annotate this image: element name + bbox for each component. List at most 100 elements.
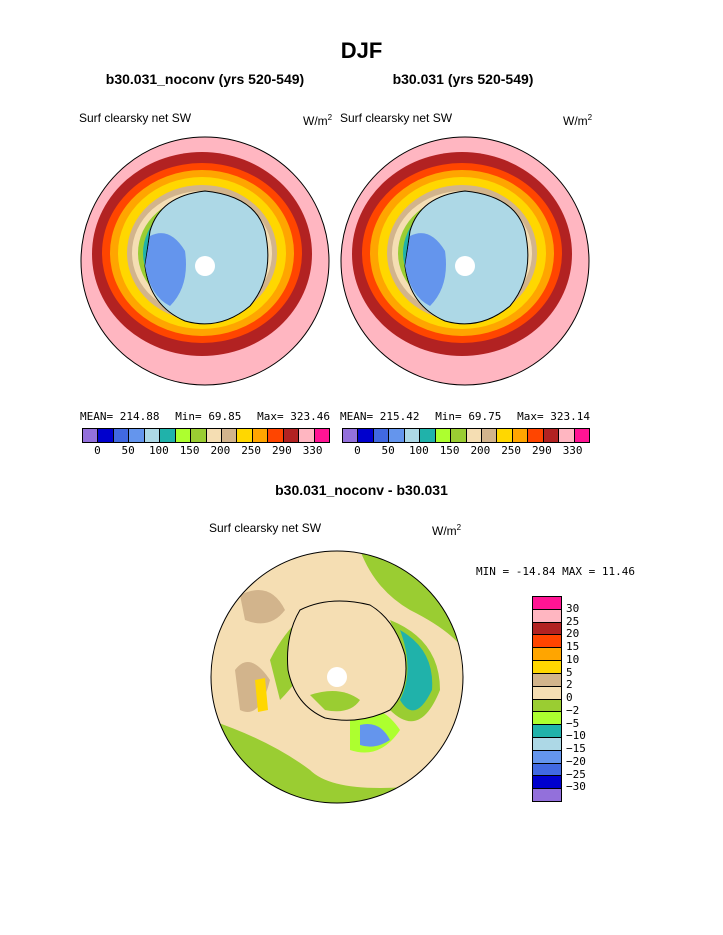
max-label: Max= — [257, 410, 284, 423]
colorbar-swatch — [237, 429, 253, 442]
colorbar-swatch — [299, 429, 315, 442]
max-value: 323.14 — [550, 410, 590, 423]
colorbar-swatch — [533, 661, 561, 674]
min-value: -14.84 — [515, 565, 556, 578]
colorbar-tick-label: 20 — [566, 627, 580, 641]
min-value: 69.75 — [468, 410, 502, 423]
panel-2-units-label: W/m2 — [563, 113, 592, 128]
panel-2-colorbar-ticks: 0 50 100 150 200 250 290 330 — [342, 444, 588, 458]
panel-1-variable-label: Surf clearsky net SW — [79, 111, 192, 125]
colorbar-swatch — [268, 429, 284, 442]
colorbar-swatch — [221, 429, 238, 442]
colorbar-tick-label: −10 — [566, 729, 586, 743]
units-base: W/m — [303, 114, 328, 128]
colorbar-swatch — [113, 429, 130, 442]
colorbar-tick-label: −15 — [566, 742, 586, 755]
mean-label: MEAN= — [80, 410, 114, 423]
colorbar-tick-label: 15 — [566, 640, 580, 653]
colorbar-swatch — [533, 763, 561, 777]
diff-colorbar — [532, 596, 562, 802]
units-exponent: 2 — [456, 523, 462, 532]
units-base: W/m — [432, 524, 457, 538]
panel-1-polar-map — [80, 136, 330, 386]
colorbar-swatch — [404, 429, 421, 442]
panel-1-stats: MEAN= 214.88 Min= 69.85 Max= 323.46 — [80, 410, 330, 423]
colorbar-swatch — [533, 673, 561, 687]
colorbar-swatch — [533, 686, 561, 700]
colorbar-swatch — [533, 712, 561, 726]
min-label: Min= — [435, 410, 462, 423]
max-value: 323.46 — [290, 410, 330, 423]
colorbar-swatch — [497, 429, 513, 442]
colorbar-tick-label: 250 — [241, 444, 262, 457]
mean-value: 215.42 — [379, 410, 420, 423]
panel-2-variable-label: Surf clearsky net SW — [340, 111, 453, 125]
colorbar-swatch — [98, 429, 114, 442]
colorbar-tick-label: 290 — [531, 444, 552, 457]
diff-stats: MIN = -14.84 MAX = 11.46 — [476, 565, 635, 578]
panel-2-polar-map — [340, 136, 590, 386]
colorbar-tick-label: 250 — [501, 444, 522, 457]
colorbar-swatch — [175, 429, 192, 442]
panel-1-colorbar — [82, 428, 330, 443]
max-value: 11.46 — [601, 565, 635, 578]
colorbar-tick-label: 100 — [148, 444, 169, 457]
min-label: MIN = — [476, 565, 510, 578]
colorbar-swatch — [533, 597, 561, 610]
min-stat: Min= 69.75 — [435, 410, 501, 423]
colorbar-tick-label: −30 — [566, 780, 586, 794]
colorbar-swatch — [435, 429, 452, 442]
colorbar-swatch — [283, 429, 300, 442]
colorbar-swatch — [533, 789, 561, 801]
panel-1-case-title: b30.031_noconv (yrs 520-549) — [105, 71, 305, 87]
mean-stat: MEAN= 214.88 — [80, 410, 160, 423]
panel-2-colorbar — [342, 428, 590, 443]
page-title: DJF — [340, 38, 383, 63]
colorbar-swatch — [191, 429, 207, 442]
colorbar-tick-label: 0 — [94, 444, 101, 457]
min-value: 69.85 — [208, 410, 242, 423]
colorbar-tick-label: 150 — [439, 444, 460, 457]
mean-label: MEAN= — [340, 410, 374, 423]
colorbar-swatch — [129, 429, 145, 442]
max-stat: Max= 323.14 — [517, 410, 590, 423]
colorbar-tick-label: 290 — [271, 444, 292, 457]
colorbar-swatch — [144, 429, 161, 442]
colorbar-swatch — [533, 699, 561, 713]
colorbar-tick-label: −2 — [566, 703, 580, 717]
colorbar-tick-label: −20 — [566, 754, 586, 768]
min-stat: Min= 69.85 — [175, 410, 241, 423]
colorbar-swatch — [83, 429, 99, 442]
colorbar-swatch — [533, 750, 561, 764]
colorbar-swatch — [206, 429, 222, 442]
colorbar-tick-label: −5 — [566, 716, 580, 730]
colorbar-tick-label: 25 — [566, 614, 580, 628]
colorbar-swatch — [451, 429, 467, 442]
mean-stat: MEAN= 215.42 — [340, 410, 420, 423]
units-base: W/m — [563, 114, 588, 128]
colorbar-tick-label: 200 — [210, 444, 231, 457]
colorbar-swatch — [314, 429, 329, 442]
colorbar-swatch — [533, 635, 561, 649]
min-label: Min= — [175, 410, 202, 423]
colorbar-swatch — [160, 429, 176, 442]
colorbar-swatch — [559, 429, 575, 442]
units-exponent: 2 — [587, 113, 593, 122]
colorbar-tick-label: 200 — [470, 444, 491, 457]
colorbar-tick-label: 50 — [381, 444, 395, 457]
colorbar-tick-label: 330 — [562, 444, 583, 457]
colorbar-swatch — [373, 429, 390, 442]
colorbar-tick-label: −25 — [566, 767, 586, 781]
colorbar-swatch — [343, 429, 359, 442]
colorbar-tick-label: 150 — [179, 444, 200, 457]
mean-value: 214.88 — [119, 410, 160, 423]
colorbar-swatch — [466, 429, 482, 442]
panel-2-case-title: b30.031 (yrs 520-549) — [392, 71, 534, 87]
colorbar-swatch — [574, 429, 589, 442]
colorbar-tick-label: 0 — [566, 691, 573, 704]
colorbar-swatch — [533, 725, 561, 738]
diff-panel-title: b30.031_noconv - b30.031 — [275, 482, 448, 498]
colorbar-swatch — [252, 429, 269, 442]
colorbar-tick-label: 330 — [302, 444, 323, 457]
colorbar-tick-label: 100 — [408, 444, 429, 457]
